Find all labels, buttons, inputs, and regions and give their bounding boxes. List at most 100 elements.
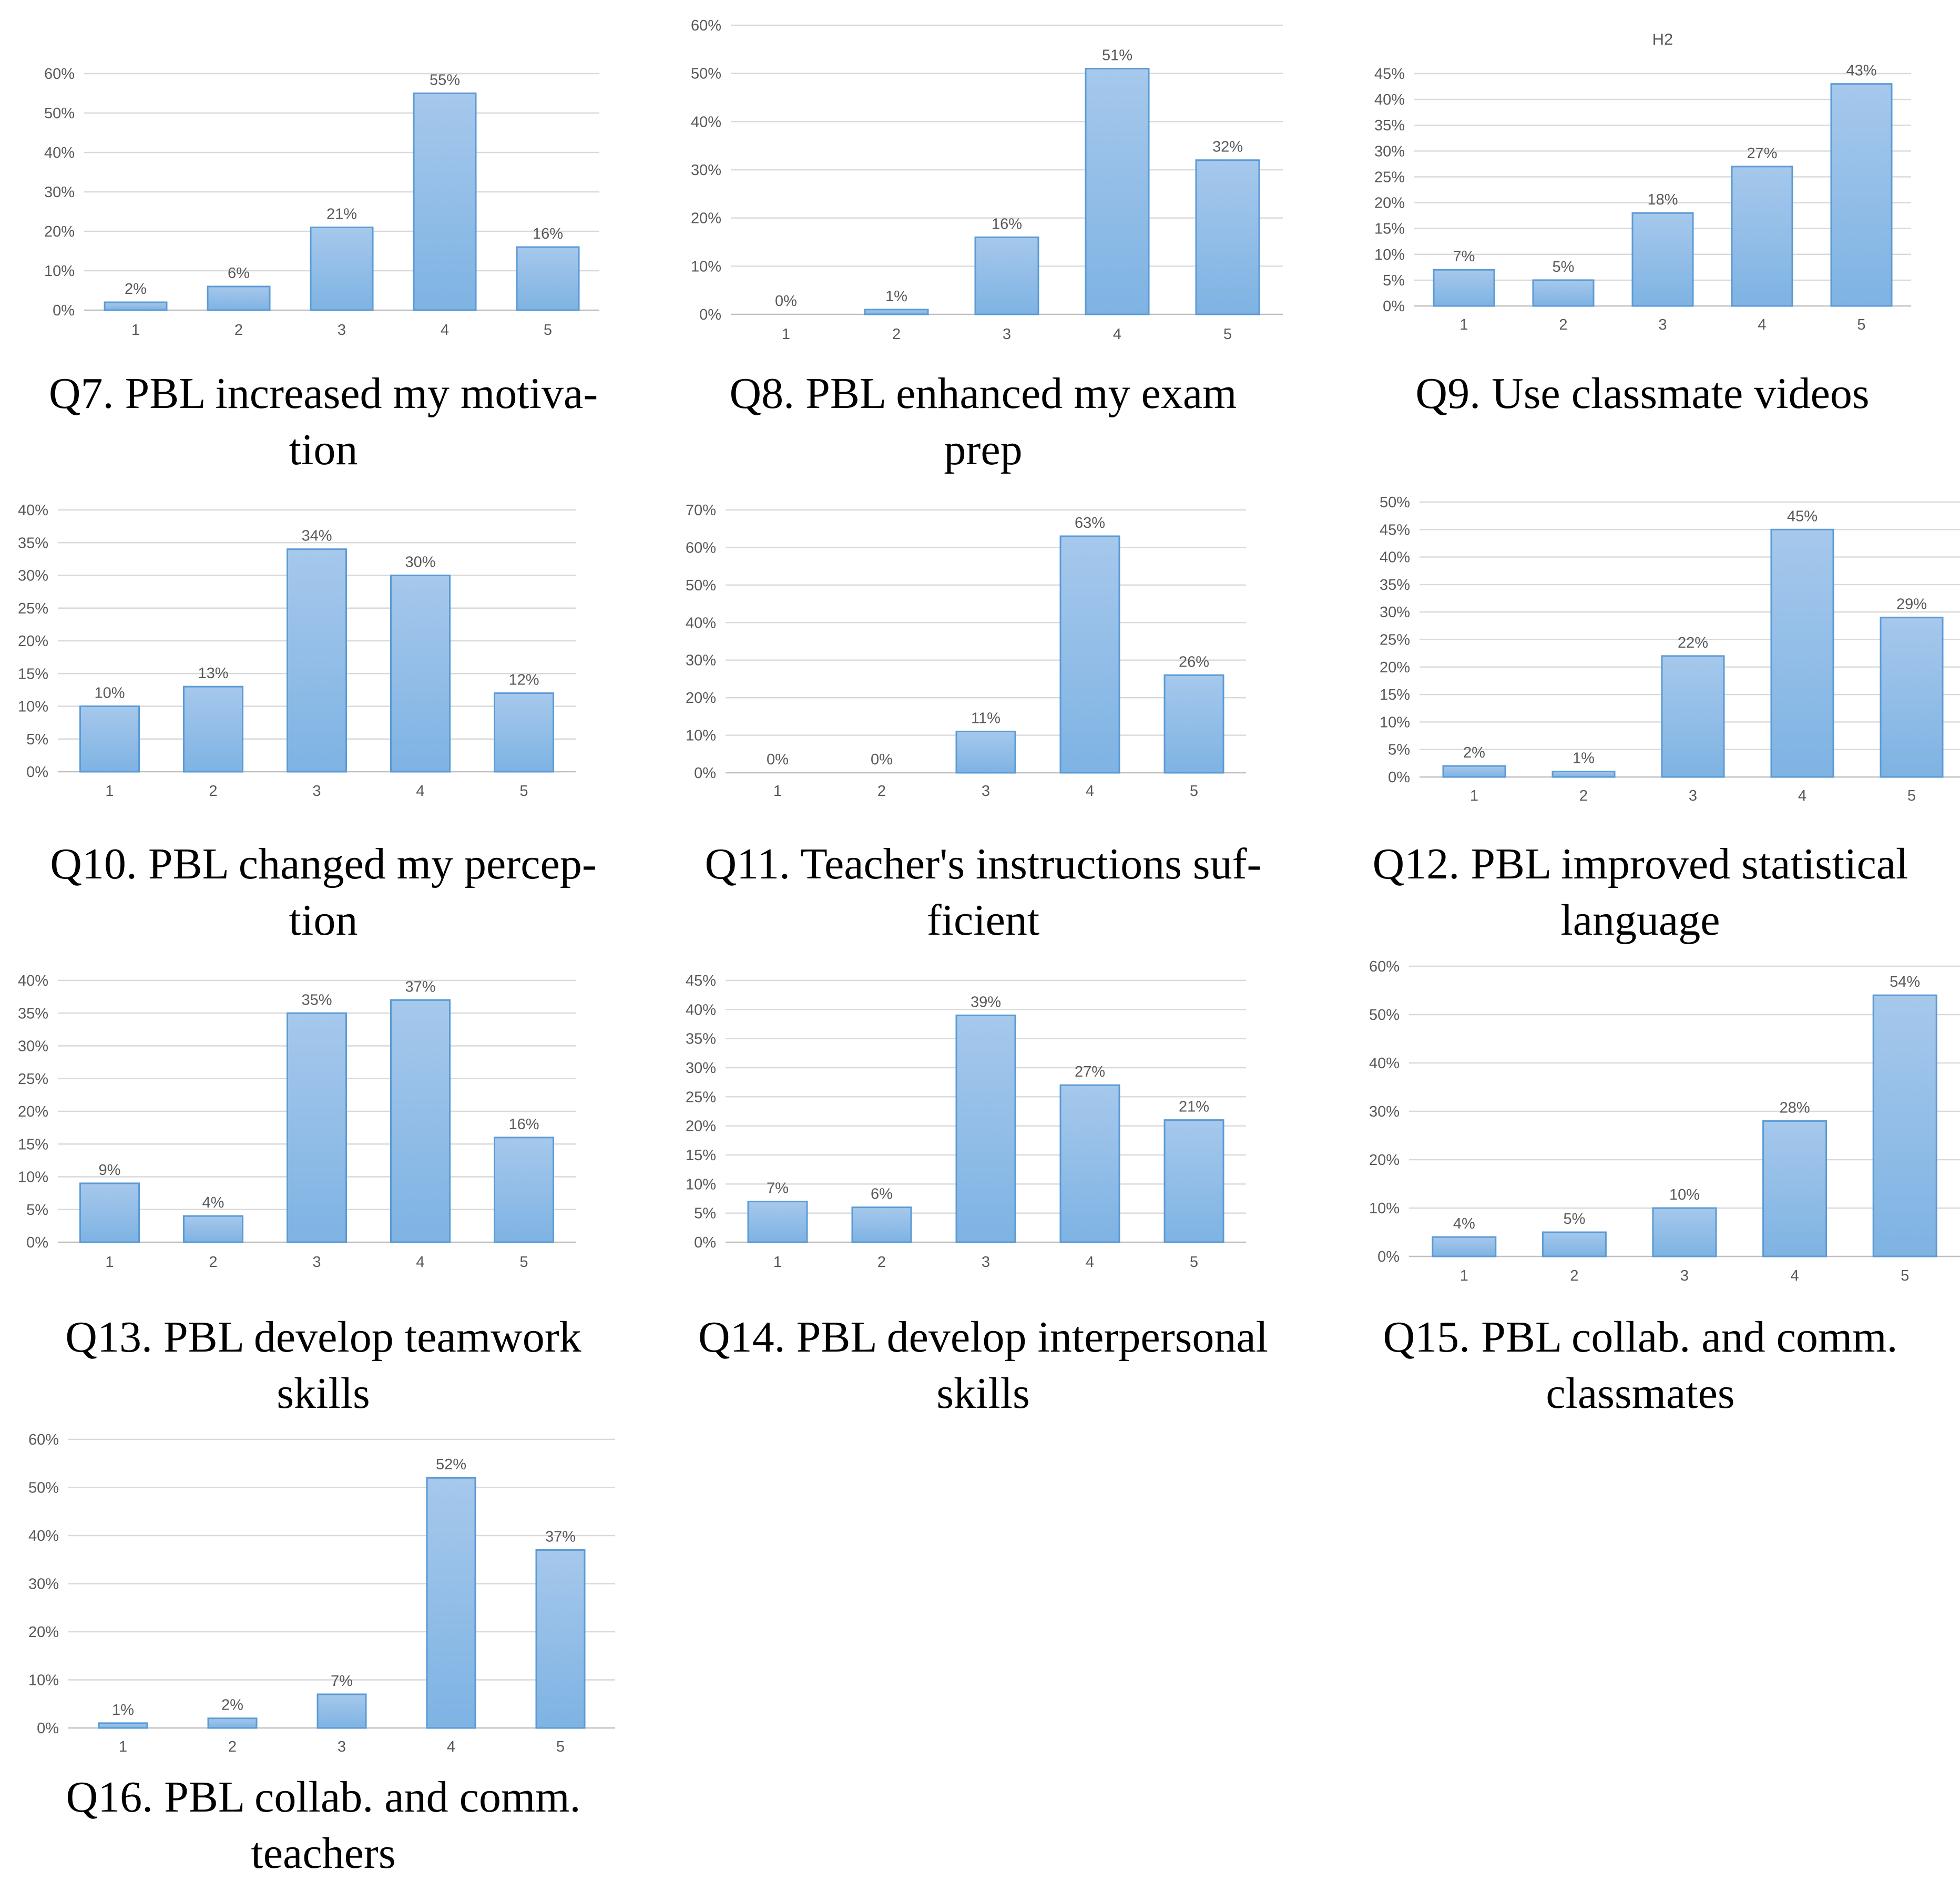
q13-bar-1 (79, 1182, 140, 1243)
q12-chart: 0% 5% 10% 15% 20% 25% 30% 35% 40% 45% 50% 2% 1 1% 2 22%… (1380, 494, 1960, 804)
q11-data-label: 0% (767, 751, 789, 768)
q11-category-label: 1 (773, 783, 782, 800)
q11-ytick-label: 10% (686, 728, 716, 744)
q13-caption-line: skills (277, 1369, 370, 1418)
q15-bar-4 (1762, 1120, 1828, 1257)
q16-bar-4 (426, 1477, 476, 1729)
q8-caption: Q8. PBL enhanced my exam prep (673, 365, 1293, 478)
q15-data-label: 5% (1563, 1211, 1585, 1228)
q12-ytick-label: 15% (1380, 687, 1410, 703)
q10-category-label: 4 (416, 783, 424, 800)
q10-caption-line: Q10. PBL changed my percep- (50, 840, 597, 888)
q8-category-label: 5 (1223, 326, 1232, 343)
q15-ytick-label: 40% (1369, 1055, 1400, 1072)
q14-caption: Q14. PBL develop interpersonal skills (673, 1309, 1293, 1421)
q7-category-label: 2 (234, 322, 243, 339)
q14-ytick-label: 35% (686, 1031, 716, 1048)
q10-ytick-label: 30% (18, 568, 48, 585)
q12-data-label: 29% (1896, 596, 1927, 613)
q16-ytick-label: 20% (28, 1624, 59, 1641)
q12-bar-4 (1770, 528, 1834, 778)
q8-category-label: 3 (1003, 326, 1011, 343)
q11-ytick-label: 20% (686, 690, 716, 707)
q8-category-label: 2 (892, 326, 901, 343)
q8-bar-2 (864, 309, 929, 315)
q16-caption-line: Q16. PBL collab. and comm. (66, 1773, 581, 1822)
q13-bar-4 (390, 999, 451, 1243)
q7-category-label: 5 (544, 322, 552, 339)
q16-data-label: 2% (221, 1697, 243, 1714)
q10-category-label: 5 (519, 783, 528, 800)
q11-ytick-label: 0% (694, 765, 716, 782)
q14-ytick-label: 45% (686, 973, 716, 989)
q8-chart: 0% 10% 20% 30% 40% 50% 60% 0% 1 1% 2 16% 3 51% 4 32% 5 (691, 17, 1283, 343)
q10-ytick-label: 0% (26, 764, 48, 781)
q12-ytick-label: 35% (1380, 577, 1410, 594)
q9-ytick-label: 0% (1383, 298, 1405, 315)
q14-caption-line: skills (936, 1369, 1030, 1418)
q10-bar-5 (494, 692, 554, 773)
q10-chart: 0% 5% 10% 15% 20% 25% 30% 35% 40% 10% 1 13% 2 34% 3 30%… (18, 502, 576, 800)
q14-ytick-label: 0% (694, 1234, 716, 1251)
q9-bar-5 (1830, 83, 1893, 307)
q8-bar-5 (1195, 159, 1260, 315)
q9-bar-4 (1731, 166, 1793, 307)
q11-ytick-label: 70% (686, 502, 716, 519)
q15-ytick-label: 50% (1369, 1007, 1400, 1024)
q11-ytick-label: 60% (686, 539, 716, 556)
q14-category-label: 4 (1086, 1254, 1094, 1271)
q10-data-label: 12% (508, 672, 539, 689)
q8-ytick-label: 10% (691, 258, 721, 275)
q11-data-label: 63% (1075, 515, 1105, 531)
q9-ytick-label: 10% (1374, 247, 1405, 263)
q14-data-label: 7% (767, 1180, 789, 1197)
q8-caption-line: Q8. PBL enhanced my exam (729, 369, 1237, 418)
q14-ytick-label: 40% (686, 1001, 716, 1018)
q14-category-label: 2 (877, 1254, 886, 1271)
q9-ytick-label: 30% (1374, 143, 1405, 160)
q8-ytick-label: 20% (691, 210, 721, 227)
q12-ytick-label: 0% (1388, 769, 1410, 786)
q16-bar-2 (207, 1717, 258, 1729)
q16-category-label: 2 (228, 1738, 237, 1755)
q11-data-label: 26% (1179, 653, 1209, 670)
panel-q11: 0% 10% 20% 30% 40% 50% 60% 70% 0% 1 0% 2 11% 3 63% 4 26%… (652, 473, 1304, 946)
q16-data-label: 52% (436, 1456, 466, 1473)
q7-ytick-label: 60% (44, 66, 75, 83)
q13-ytick-label: 40% (18, 973, 48, 989)
q10-ytick-label: 25% (18, 600, 48, 617)
q10-caption-line: tion (289, 896, 358, 945)
q7-ytick-label: 20% (44, 223, 75, 240)
q12-category-label: 4 (1798, 787, 1806, 804)
q16-ytick-label: 30% (28, 1576, 59, 1593)
q7-data-label: 2% (125, 281, 147, 298)
q8-bar-4 (1085, 68, 1150, 315)
q11-ytick-label: 40% (686, 615, 716, 631)
q14-ytick-label: 20% (686, 1118, 716, 1135)
q11-ytick-label: 50% (686, 577, 716, 594)
panel-q10: 0% 5% 10% 15% 20% 25% 30% 35% 40% 10% 1 13% 2 34% 3 30%… (0, 473, 641, 946)
q13-ytick-label: 30% (18, 1038, 48, 1055)
q11-bar-3 (955, 730, 1016, 774)
q16-category-label: 3 (338, 1738, 346, 1755)
q9-ytick-label: 45% (1374, 66, 1405, 83)
q13-ytick-label: 35% (18, 1005, 48, 1022)
q15-category-label: 1 (1460, 1267, 1468, 1284)
q15-bar-2 (1542, 1231, 1607, 1257)
q11-ytick-label: 30% (686, 652, 716, 669)
q12-category-label: 2 (1579, 787, 1588, 804)
q10-caption: Q10. PBL changed my percep- tion (21, 836, 626, 948)
q13-data-label: 37% (405, 978, 435, 995)
q11-category-label: 3 (982, 783, 990, 800)
q9-data-label: 27% (1747, 145, 1777, 162)
q15-data-label: 4% (1453, 1215, 1475, 1232)
q9-ytick-label: 35% (1374, 117, 1405, 134)
q8-data-label: 32% (1212, 139, 1243, 156)
q15-bar-1 (1432, 1236, 1497, 1257)
q14-ytick-label: 5% (694, 1205, 716, 1222)
q10-data-label: 30% (405, 554, 435, 571)
q10-bar-4 (390, 575, 451, 773)
q15-data-label: 10% (1669, 1187, 1700, 1203)
q7-bar-1 (104, 301, 168, 311)
